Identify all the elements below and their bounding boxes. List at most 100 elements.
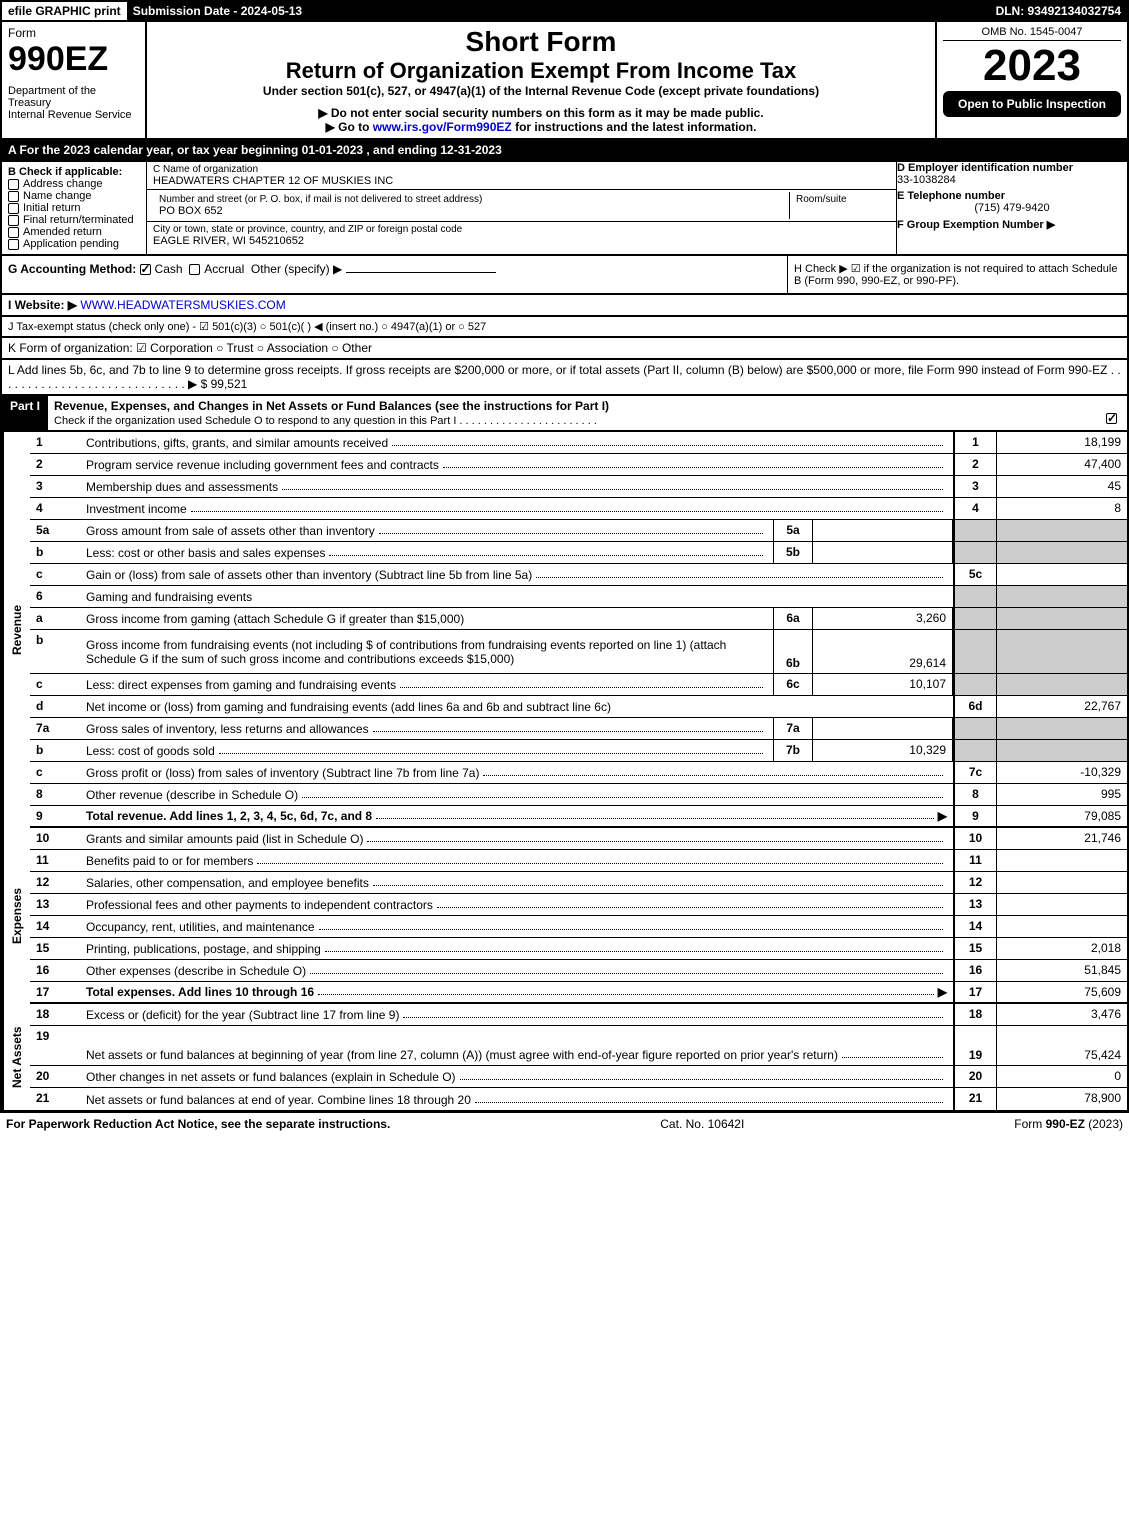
line-6a: aGross income from gaming (attach Schedu… bbox=[30, 608, 1127, 630]
website-link[interactable]: WWW.HEADWATERSMUSKIES.COM bbox=[80, 298, 285, 312]
f-label: F Group Exemption Number ▶ bbox=[897, 218, 1127, 231]
part1-check-text: Check if the organization used Schedule … bbox=[54, 415, 597, 427]
part1-title: Revenue, Expenses, and Changes in Net As… bbox=[48, 396, 1127, 430]
line-13: 13Professional fees and other payments t… bbox=[30, 894, 1127, 916]
footer-left: For Paperwork Reduction Act Notice, see … bbox=[6, 1117, 390, 1131]
b-item-initial[interactable]: Initial return bbox=[8, 202, 140, 214]
line-6b: bGross income from fundraising events (n… bbox=[30, 630, 1127, 674]
header-center: Short Form Return of Organization Exempt… bbox=[147, 22, 937, 138]
line-9: 9Total revenue. Add lines 1, 2, 3, 4, 5c… bbox=[30, 806, 1127, 828]
expenses-group: Expenses 10Grants and similar amounts pa… bbox=[0, 828, 1129, 1004]
dept-line2: Internal Revenue Service bbox=[8, 109, 139, 121]
g-label: G Accounting Method: bbox=[8, 262, 136, 276]
d-label: D Employer identification number bbox=[897, 162, 1127, 174]
b-item-final[interactable]: Final return/terminated bbox=[8, 214, 140, 226]
line-19: 19Net assets or fund balances at beginni… bbox=[30, 1026, 1127, 1066]
netassets-vlabel: Net Assets bbox=[2, 1004, 30, 1110]
block-b: B Check if applicable: Address change Na… bbox=[2, 162, 147, 254]
line-12: 12Salaries, other compensation, and empl… bbox=[30, 872, 1127, 894]
line-18: 18Excess or (deficit) for the year (Subt… bbox=[30, 1004, 1127, 1026]
row-j: J Tax-exempt status (check only one) - ☑… bbox=[0, 317, 1129, 338]
omb: OMB No. 1545-0047 bbox=[943, 26, 1121, 41]
note-goto: ▶ Go to www.irs.gov/Form990EZ for instru… bbox=[155, 120, 927, 134]
row-l-amount: 99,521 bbox=[211, 377, 248, 391]
header-right: OMB No. 1545-0047 2023 Open to Public In… bbox=[937, 22, 1127, 138]
line-2: 2Program service revenue including gover… bbox=[30, 454, 1127, 476]
part1-label: Part I bbox=[2, 396, 48, 430]
part1-header-row: Part I Revenue, Expenses, and Changes in… bbox=[0, 396, 1129, 432]
e-label: E Telephone number bbox=[897, 190, 1127, 202]
phone: (715) 479-9420 bbox=[897, 202, 1127, 214]
top-bar: efile GRAPHIC print Submission Date - 20… bbox=[0, 0, 1129, 22]
org-name: HEADWATERS CHAPTER 12 OF MUSKIES INC bbox=[153, 175, 890, 187]
efile-label: efile GRAPHIC print bbox=[2, 2, 127, 20]
c-city-row: City or town, state or province, country… bbox=[147, 222, 896, 249]
g-accrual-checkbox[interactable] bbox=[189, 264, 200, 275]
c-street-row: Number and street (or P. O. box, if mail… bbox=[147, 190, 896, 222]
g-other: Other (specify) ▶ bbox=[251, 262, 342, 276]
header-left: Form 990EZ Department of the Treasury In… bbox=[2, 22, 147, 138]
row-l: L Add lines 5b, 6c, and 7b to line 9 to … bbox=[0, 360, 1129, 396]
line-14: 14Occupancy, rent, utilities, and mainte… bbox=[30, 916, 1127, 938]
g-cash-checkbox[interactable] bbox=[140, 264, 151, 275]
part1-title-text: Revenue, Expenses, and Changes in Net As… bbox=[54, 399, 609, 413]
org-city: EAGLE RIVER, WI 545210652 bbox=[153, 235, 890, 247]
form-number: 990EZ bbox=[8, 40, 139, 79]
line-16: 16Other expenses (describe in Schedule O… bbox=[30, 960, 1127, 982]
row-h: H Check ▶ ☑ if the organization is not r… bbox=[787, 256, 1127, 293]
line-5a: 5aGross amount from sale of assets other… bbox=[30, 520, 1127, 542]
line-7c: cGross profit or (loss) from sales of in… bbox=[30, 762, 1127, 784]
row-gh: G Accounting Method: Cash Accrual Other … bbox=[0, 256, 1129, 295]
b-title: B Check if applicable: bbox=[8, 166, 140, 178]
line-6d: dNet income or (loss) from gaming and fu… bbox=[30, 696, 1127, 718]
line-5c: cGain or (loss) from sale of assets othe… bbox=[30, 564, 1127, 586]
revenue-vlabel: Revenue bbox=[2, 432, 30, 828]
line-5b: bLess: cost or other basis and sales exp… bbox=[30, 542, 1127, 564]
form-header: Form 990EZ Department of the Treasury In… bbox=[0, 22, 1129, 140]
org-info-block: B Check if applicable: Address change Na… bbox=[0, 162, 1129, 256]
b-item-address[interactable]: Address change bbox=[8, 178, 140, 190]
line-7b: bLess: cost of goods sold7b10,329 bbox=[30, 740, 1127, 762]
g-cash: Cash bbox=[155, 262, 183, 276]
row-g: G Accounting Method: Cash Accrual Other … bbox=[2, 256, 787, 293]
expenses-vlabel: Expenses bbox=[2, 828, 30, 1004]
tax-year: 2023 bbox=[943, 41, 1121, 91]
line-10: 10Grants and similar amounts paid (list … bbox=[30, 828, 1127, 850]
netassets-group: Net Assets 18Excess or (deficit) for the… bbox=[0, 1004, 1129, 1112]
dln: DLN: 93492134032754 bbox=[990, 2, 1127, 20]
line-20: 20Other changes in net assets or fund ba… bbox=[30, 1066, 1127, 1088]
line-21: 21Net assets or fund balances at end of … bbox=[30, 1088, 1127, 1110]
line-15: 15Printing, publications, postage, and s… bbox=[30, 938, 1127, 960]
row-k: K Form of organization: ☑ Corporation ○ … bbox=[0, 338, 1129, 360]
line-7a: 7aGross sales of inventory, less returns… bbox=[30, 718, 1127, 740]
inspection-box: Open to Public Inspection bbox=[943, 91, 1121, 117]
org-street: PO BOX 652 bbox=[159, 205, 783, 217]
note-ssn: ▶ Do not enter social security numbers o… bbox=[155, 106, 927, 120]
block-c: C Name of organization HEADWATERS CHAPTE… bbox=[147, 162, 897, 254]
g-accrual: Accrual bbox=[204, 262, 244, 276]
submission-date: Submission Date - 2024-05-13 bbox=[127, 2, 308, 20]
dept-line1: Department of the Treasury bbox=[8, 85, 139, 109]
line-4: 4Investment income48 bbox=[30, 498, 1127, 520]
ein: 33-1038284 bbox=[897, 174, 1127, 186]
page-footer: For Paperwork Reduction Act Notice, see … bbox=[0, 1112, 1129, 1135]
footer-center: Cat. No. 10642I bbox=[660, 1117, 744, 1131]
title-return: Return of Organization Exempt From Incom… bbox=[155, 58, 927, 84]
row-a-text: A For the 2023 calendar year, or tax yea… bbox=[8, 143, 502, 157]
room-suite-label: Room/suite bbox=[790, 192, 890, 219]
block-def: D Employer identification number 33-1038… bbox=[897, 162, 1127, 254]
spacer bbox=[308, 2, 989, 20]
b-item-name[interactable]: Name change bbox=[8, 190, 140, 202]
b-item-pending[interactable]: Application pending bbox=[8, 238, 140, 250]
part1-checkbox[interactable] bbox=[1106, 413, 1117, 424]
line-6: 6Gaming and fundraising events bbox=[30, 586, 1127, 608]
line-1: 1Contributions, gifts, grants, and simil… bbox=[30, 432, 1127, 454]
form-word: Form bbox=[8, 26, 139, 40]
row-l-text: L Add lines 5b, 6c, and 7b to line 9 to … bbox=[8, 363, 1121, 391]
line-17: 17Total expenses. Add lines 10 through 1… bbox=[30, 982, 1127, 1004]
c-street-label: Number and street (or P. O. box, if mail… bbox=[159, 194, 783, 205]
irs-link[interactable]: www.irs.gov/Form990EZ bbox=[373, 120, 512, 134]
i-label: I Website: ▶ bbox=[8, 298, 77, 312]
line-6c: cLess: direct expenses from gaming and f… bbox=[30, 674, 1127, 696]
b-item-amended[interactable]: Amended return bbox=[8, 226, 140, 238]
